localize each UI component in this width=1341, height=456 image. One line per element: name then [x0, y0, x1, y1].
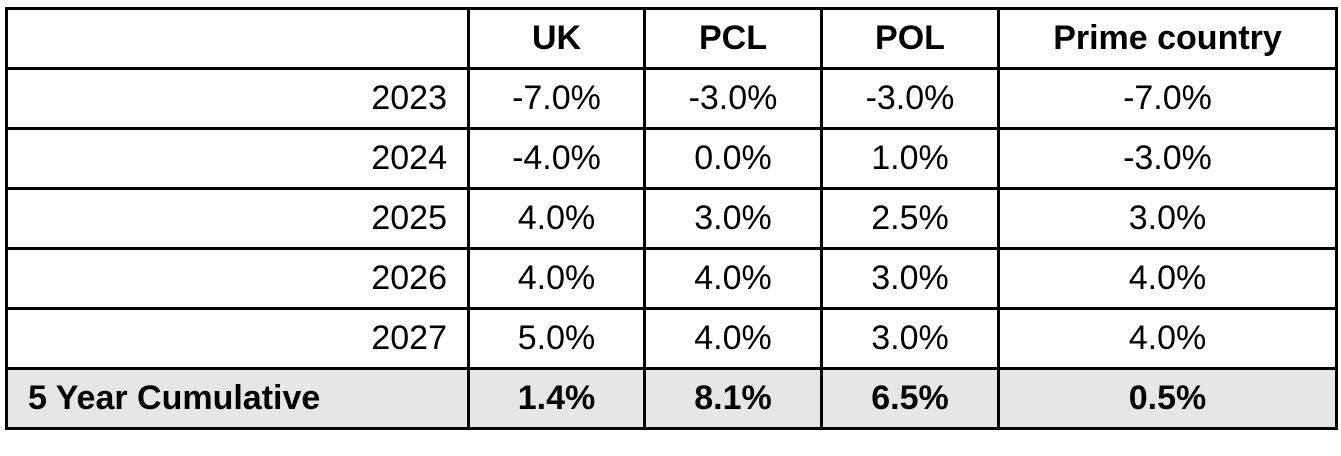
table-row: 2025 4.0% 3.0% 2.5% 3.0%: [5, 187, 1338, 250]
table-cell: 1.4%: [467, 367, 646, 430]
table-cell: -4.0%: [467, 127, 646, 190]
table-cell: 5.0%: [467, 307, 646, 370]
table-cell: 0.0%: [643, 127, 823, 190]
table-cell: -3.0%: [820, 67, 1000, 130]
table-cell: 4.0%: [467, 187, 646, 250]
column-header: PCL: [643, 7, 823, 70]
table-cell: -7.0%: [467, 67, 646, 130]
table-cell: 6.5%: [820, 367, 1000, 430]
total-row: 5 Year Cumulative 1.4% 8.1% 6.5% 0.5%: [5, 367, 1338, 430]
table-cell: 8.1%: [643, 367, 823, 430]
table-cell: -3.0%: [997, 127, 1338, 190]
column-header: POL: [820, 7, 1000, 70]
row-label: 5 Year Cumulative: [5, 367, 470, 430]
column-header: UK: [467, 7, 646, 70]
table-cell: 3.0%: [820, 307, 1000, 370]
table-cell: 4.0%: [467, 247, 646, 310]
column-header: Prime country: [997, 7, 1338, 70]
row-label: 2026: [5, 247, 470, 310]
table-cell: 4.0%: [643, 247, 823, 310]
row-label: 2024: [5, 127, 470, 190]
table-cell: 4.0%: [997, 307, 1338, 370]
table-cell: 3.0%: [997, 187, 1338, 250]
table-cell: 4.0%: [643, 307, 823, 370]
table: UK PCL POL Prime country 2023 -7.0% -3.0% -3.0…: [5, 7, 1338, 430]
table-wrap: UK PCL POL Prime country 2023 -7.0% -3.0% -3.0…: [5, 7, 1338, 430]
table-row: 2023 -7.0% -3.0% -3.0% -7.0%: [5, 67, 1338, 130]
table-cell: -7.0%: [997, 67, 1338, 130]
table-row: 2026 4.0% 4.0% 3.0% 4.0%: [5, 247, 1338, 310]
header-row: UK PCL POL Prime country: [5, 7, 1338, 70]
table-cell: 1.0%: [820, 127, 1000, 190]
row-label: 2025: [5, 187, 470, 250]
table-cell: 0.5%: [997, 367, 1338, 430]
table-cell: 4.0%: [997, 247, 1338, 310]
table-cell: 2.5%: [820, 187, 1000, 250]
row-label: 2027: [5, 307, 470, 370]
table-cell: 3.0%: [820, 247, 1000, 310]
table-body: 2023 -7.0% -3.0% -3.0% -7.0% 2024 -4.0% 0.0% 1.0…: [5, 67, 1338, 430]
table-cell: -3.0%: [643, 67, 823, 130]
table-row: 2027 5.0% 4.0% 3.0% 4.0%: [5, 307, 1338, 370]
corner-cell: [5, 7, 470, 70]
table-row: 2024 -4.0% 0.0% 1.0% -3.0%: [5, 127, 1338, 190]
row-label: 2023: [5, 67, 470, 130]
table-cell: 3.0%: [643, 187, 823, 250]
